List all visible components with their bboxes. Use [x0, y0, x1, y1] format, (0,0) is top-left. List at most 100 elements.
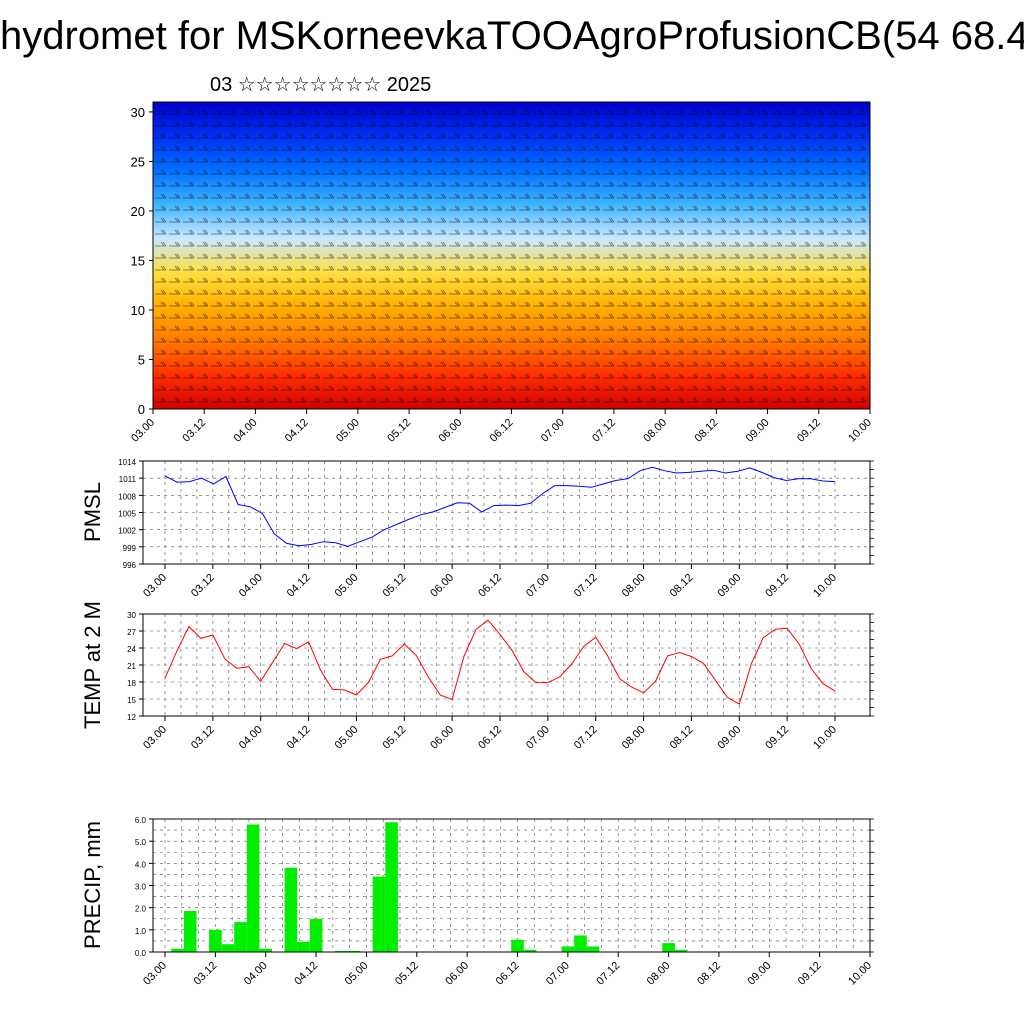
page-title: hydromet for MSKorneevkaTOOAgroProfusion…	[0, 14, 1024, 58]
precip-x-tick-label: 08.00	[645, 960, 673, 988]
heatmap-x-tick-label: 10.00	[846, 417, 874, 445]
temp2m-x-tick-label: 09.00	[715, 724, 743, 752]
pmsl-x-tick-label: 07.12	[572, 572, 600, 600]
heatmap-x-tick-label: 04.00	[232, 417, 260, 445]
heatmap-y-tick-label: 30	[131, 105, 145, 120]
heatmap-x-tick-label: 08.00	[641, 417, 669, 445]
temp2m-y-tick-label: 18	[127, 679, 136, 688]
cross-section-panel: 0 5 10 15 20 25 30 03.00 03.12 04.00 04.12 05.00 05.…	[129, 101, 874, 445]
heatmap-y-tick-label: 20	[131, 204, 145, 219]
precip-bar	[674, 949, 688, 952]
precip-bar	[209, 929, 222, 952]
pmsl-x-tick-label: 04.00	[237, 572, 265, 600]
heatmap-x-tick-label: 03.12	[180, 417, 208, 445]
temp2m-y-axis-label: TEMP at 2 M	[80, 601, 105, 729]
pmsl-x-tick-label: 04.12	[285, 572, 313, 600]
precip-bar	[297, 942, 310, 952]
pmsl-x-tick-label: 08.00	[620, 572, 648, 600]
pmsl-y-tick-label: 996	[123, 561, 137, 570]
heatmap-x-tick-label: 06.12	[488, 417, 516, 445]
precip-x-tick-label: 06.12	[494, 960, 522, 988]
precip-x-tick-label: 07.12	[594, 960, 622, 988]
temp2m-x-tick-label: 04.12	[285, 724, 313, 752]
precip-x-tick-label: 03.12	[192, 960, 220, 988]
heatmap-x-tick-label: 04.12	[283, 417, 311, 445]
precip-x-tick-label: 09.00	[745, 960, 773, 988]
heatmap-x-tick-label: 05.00	[334, 417, 362, 445]
temp2m-x-tick-label: 09.12	[763, 724, 791, 752]
precip-x-tick-label: 05.00	[343, 960, 371, 988]
precip-bar	[586, 946, 600, 952]
pmsl-x-tick-label: 06.12	[476, 572, 504, 600]
heatmap-x-tick-label: 09.12	[795, 417, 823, 445]
pmsl-x-tick-label: 08.12	[668, 572, 696, 600]
precip-bar	[335, 950, 348, 952]
precip-y-tick-label: 3.0	[135, 883, 147, 892]
heatmap-x-tick-label: 06.00	[436, 417, 464, 445]
heatmap-y-tick-label: 15	[131, 253, 145, 268]
pmsl-y-tick-label: 999	[123, 544, 137, 553]
pmsl-x-tick-label: 06.00	[428, 572, 456, 600]
temp2m-x-tick-label: 08.12	[668, 724, 696, 752]
pmsl-y-tick-label: 1011	[119, 475, 137, 484]
precip-panel: 0.0 1.0 2.0 3.0 4.0 5.0 6.0 03.00 03.12 04.00 04.1…	[80, 816, 874, 988]
precip-x-tick-label: 09.12	[796, 960, 824, 988]
page-subtitle: 03 ☆☆☆☆☆☆☆☆ 2025	[210, 74, 432, 96]
heatmap-x-tick-label: 07.00	[539, 417, 567, 445]
temp2m-x-tick-label: 03.12	[189, 724, 217, 752]
pmsl-x-tick-label: 09.12	[763, 572, 791, 600]
heatmap-x-tick-label: 03.00	[129, 417, 157, 445]
precip-y-tick-label: 5.0	[135, 838, 147, 847]
heatmap-x-tick-label: 07.12	[590, 417, 618, 445]
temp2m-x-tick-label: 08.00	[620, 724, 648, 752]
precip-bar	[347, 950, 361, 952]
temp2m-x-tick-label: 07.00	[524, 724, 552, 752]
precip-y-tick-label: 1.0	[135, 927, 147, 936]
precip-y-tick-label: 2.0	[135, 905, 147, 914]
precip-bar	[574, 935, 587, 952]
temp2m-x-tick-label: 06.00	[428, 724, 456, 752]
heatmap-x-tick-label: 05.12	[385, 417, 413, 445]
precip-x-tick-label: 07.00	[544, 960, 572, 988]
precip-bar	[372, 876, 386, 952]
precip-bar	[246, 824, 260, 952]
precip-y-tick-label: 0.0	[135, 949, 147, 958]
temp2m-y-tick-label: 15	[127, 696, 136, 705]
heatmap-y-tick-label: 10	[131, 303, 145, 318]
precip-bar	[259, 948, 272, 952]
pmsl-x-tick-label: 03.00	[141, 572, 169, 600]
temp2m-panel: 12 15 18 21 24 27 30 03.00 03.12 04.00 04.12 05.00 0…	[80, 601, 874, 752]
pmsl-y-axis-label: PMSL	[80, 482, 105, 542]
temp2m-x-tick-label: 04.00	[237, 724, 265, 752]
precip-y-tick-label: 4.0	[135, 860, 147, 869]
pmsl-y-tick-label: 1008	[118, 492, 136, 501]
temp2m-x-tick-label: 05.00	[333, 724, 361, 752]
precip-bar	[171, 948, 184, 952]
precip-bar	[234, 922, 247, 952]
temp2m-y-tick-label: 21	[127, 662, 136, 671]
precip-x-tick-label: 05.12	[393, 960, 421, 988]
pmsl-x-tick-label: 05.12	[380, 572, 408, 600]
precip-bar	[561, 946, 575, 952]
precip-bar	[511, 939, 524, 952]
temp2m-y-tick-label: 27	[127, 628, 136, 637]
pmsl-x-tick-label: 09.00	[715, 572, 743, 600]
temp2m-series-line	[164, 619, 836, 705]
temp2m-y-tick-label: 12	[127, 713, 136, 722]
temp2m-y-tick-label: 24	[127, 645, 136, 654]
precip-x-tick-label: 06.00	[443, 960, 471, 988]
precip-x-tick-label: 10.00	[846, 960, 874, 988]
precip-bar	[385, 822, 398, 952]
precip-y-axis-label: PRECIP, mm	[80, 821, 105, 949]
precip-x-tick-label: 04.00	[242, 960, 270, 988]
precip-bar	[309, 918, 323, 953]
precip-bar	[662, 943, 675, 952]
temp2m-x-tick-label: 06.12	[476, 724, 504, 752]
wind-barbs-overlay	[153, 102, 870, 409]
heatmap-y-tick-label: 5	[138, 352, 145, 367]
temp2m-x-tick-label: 03.00	[141, 724, 169, 752]
temp2m-x-tick-label: 05.12	[380, 724, 408, 752]
pmsl-y-tick-label: 1014	[118, 458, 136, 467]
pmsl-series-line	[164, 466, 836, 547]
